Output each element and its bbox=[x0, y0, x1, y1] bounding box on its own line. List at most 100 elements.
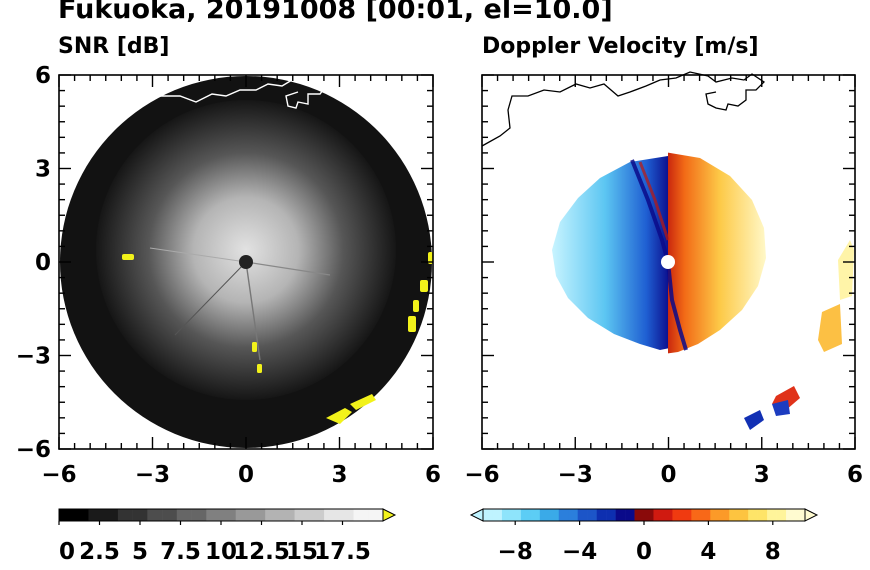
snr-axis-ticks: −6 −3 0 3 6 6 3 0 −3 −6 bbox=[16, 63, 441, 488]
velocity-panel-title: Doppler Velocity [m/s] bbox=[482, 34, 759, 59]
colorbar-segment bbox=[162, 509, 178, 521]
colorbar-segment bbox=[511, 509, 522, 521]
colorbar-tick-label: 5 bbox=[132, 539, 148, 565]
snr-radar-center bbox=[239, 255, 253, 269]
x-tick-label: 0 bbox=[660, 462, 676, 488]
colorbar-segment bbox=[88, 509, 104, 521]
colorbar-segment bbox=[748, 509, 758, 521]
colorbar-segment bbox=[729, 509, 740, 521]
colorbar-segment bbox=[132, 509, 148, 521]
colorbar-segment bbox=[265, 509, 281, 521]
colorbar-segment bbox=[795, 509, 806, 521]
colorbar-segment bbox=[691, 509, 702, 521]
x-tick-label: 3 bbox=[754, 462, 770, 488]
colorbar-segment bbox=[483, 509, 493, 521]
x-tick-label: 6 bbox=[847, 462, 863, 488]
colorbar-segment bbox=[235, 509, 251, 521]
velocity-radar-center bbox=[661, 255, 675, 269]
colorbar-segment bbox=[606, 509, 616, 521]
colorbar-extend-max bbox=[804, 508, 819, 522]
velocity-panel: −6 −3 0 3 6 bbox=[464, 71, 863, 488]
colorbar-segment bbox=[672, 509, 683, 521]
colorbar-segment bbox=[338, 509, 354, 521]
colorbar-segment bbox=[530, 509, 541, 521]
colorbar-tick-label: 0 bbox=[636, 539, 652, 565]
x-tick-label: −3 bbox=[558, 462, 593, 488]
colorbar-segment bbox=[117, 509, 133, 521]
colorbar-segment bbox=[786, 509, 796, 521]
colorbar-segment bbox=[294, 509, 310, 521]
colorbar-segment bbox=[757, 509, 768, 521]
colorbar-segment bbox=[501, 509, 512, 521]
colorbar-extend-max bbox=[382, 508, 397, 522]
colorbar-segment bbox=[653, 509, 664, 521]
colorbar-tick-label: 15 bbox=[286, 539, 318, 565]
y-tick-label: 3 bbox=[35, 157, 51, 183]
colorbar-segment bbox=[700, 509, 711, 521]
x-tick-label: −3 bbox=[135, 462, 170, 488]
colorbar-segment bbox=[662, 509, 673, 521]
y-tick-label: 0 bbox=[35, 250, 51, 276]
colorbar-segment bbox=[103, 509, 119, 521]
x-tick-label: −6 bbox=[41, 462, 76, 488]
colorbar-tick-label: 7.5 bbox=[160, 539, 201, 565]
colorbar-segment bbox=[577, 509, 588, 521]
colorbar-segment bbox=[719, 509, 730, 521]
colorbar-segment bbox=[206, 509, 222, 521]
velocity-approaching-half bbox=[552, 156, 668, 350]
snr-panel-title: SNR [dB] bbox=[58, 34, 170, 59]
velocity-coastline bbox=[481, 71, 766, 147]
colorbar-tick-label: −4 bbox=[562, 539, 597, 565]
y-tick-label: −6 bbox=[16, 437, 51, 463]
colorbar-segment bbox=[738, 509, 749, 521]
colorbar-segment bbox=[558, 509, 569, 521]
x-tick-label: 0 bbox=[238, 462, 254, 488]
colorbar-tick-label: −8 bbox=[498, 539, 533, 565]
colorbar-segment bbox=[73, 509, 89, 521]
colorbar-segment bbox=[191, 509, 207, 521]
colorbar-segment bbox=[539, 509, 550, 521]
colorbar-extend-min bbox=[469, 508, 484, 522]
colorbar-segment bbox=[368, 509, 384, 521]
colorbar-segment bbox=[279, 509, 295, 521]
x-tick-label: −6 bbox=[464, 462, 499, 488]
colorbar-segment bbox=[176, 509, 192, 521]
velocity-echo-region bbox=[552, 152, 766, 354]
colorbar-segment bbox=[615, 509, 626, 521]
colorbar-segment bbox=[568, 509, 579, 521]
colorbar-segment bbox=[767, 509, 777, 521]
y-tick-label: 6 bbox=[35, 63, 51, 89]
colorbar-segment bbox=[549, 509, 560, 521]
x-tick-label: 3 bbox=[331, 462, 347, 488]
colorbar-segment bbox=[596, 509, 607, 521]
colorbar-tick-label: 4 bbox=[700, 539, 716, 565]
colorbar-segment bbox=[309, 509, 325, 521]
colorbar-segment bbox=[250, 509, 266, 521]
x-tick-label: 6 bbox=[425, 462, 441, 488]
colorbar-segment bbox=[644, 509, 654, 521]
colorbar-segment bbox=[710, 509, 721, 521]
figure-title: Fukuoka, 20191008 [00:01, el=10.0] bbox=[58, 0, 613, 25]
colorbar-segment bbox=[587, 509, 597, 521]
velocity-receding-half bbox=[668, 152, 766, 354]
colorbar-segment bbox=[221, 509, 237, 521]
y-tick-label: −3 bbox=[16, 344, 51, 370]
colorbar-segment bbox=[776, 509, 787, 521]
snr-radial-streaks bbox=[149, 247, 331, 361]
snr-panel: −6 −3 0 3 6 6 3 0 −3 −6 bbox=[16, 63, 441, 488]
colorbar-tick-label: 0 bbox=[59, 539, 75, 565]
colorbar-segment bbox=[492, 509, 503, 521]
velocity-colorbar: −8 −4 0 4 8 bbox=[469, 508, 819, 565]
colorbar-tick-label: 10 bbox=[205, 539, 237, 565]
colorbar-segment bbox=[625, 509, 635, 521]
snr-coastline bbox=[158, 77, 327, 109]
colorbar-tick-label: 12.5 bbox=[233, 539, 290, 565]
velocity-distant-echoes bbox=[744, 240, 854, 430]
colorbar-segment bbox=[353, 509, 369, 521]
colorbar-segment bbox=[59, 509, 75, 521]
colorbar-segment bbox=[147, 509, 163, 521]
snr-high-echo-patches bbox=[122, 252, 433, 424]
colorbar-segment bbox=[681, 509, 692, 521]
